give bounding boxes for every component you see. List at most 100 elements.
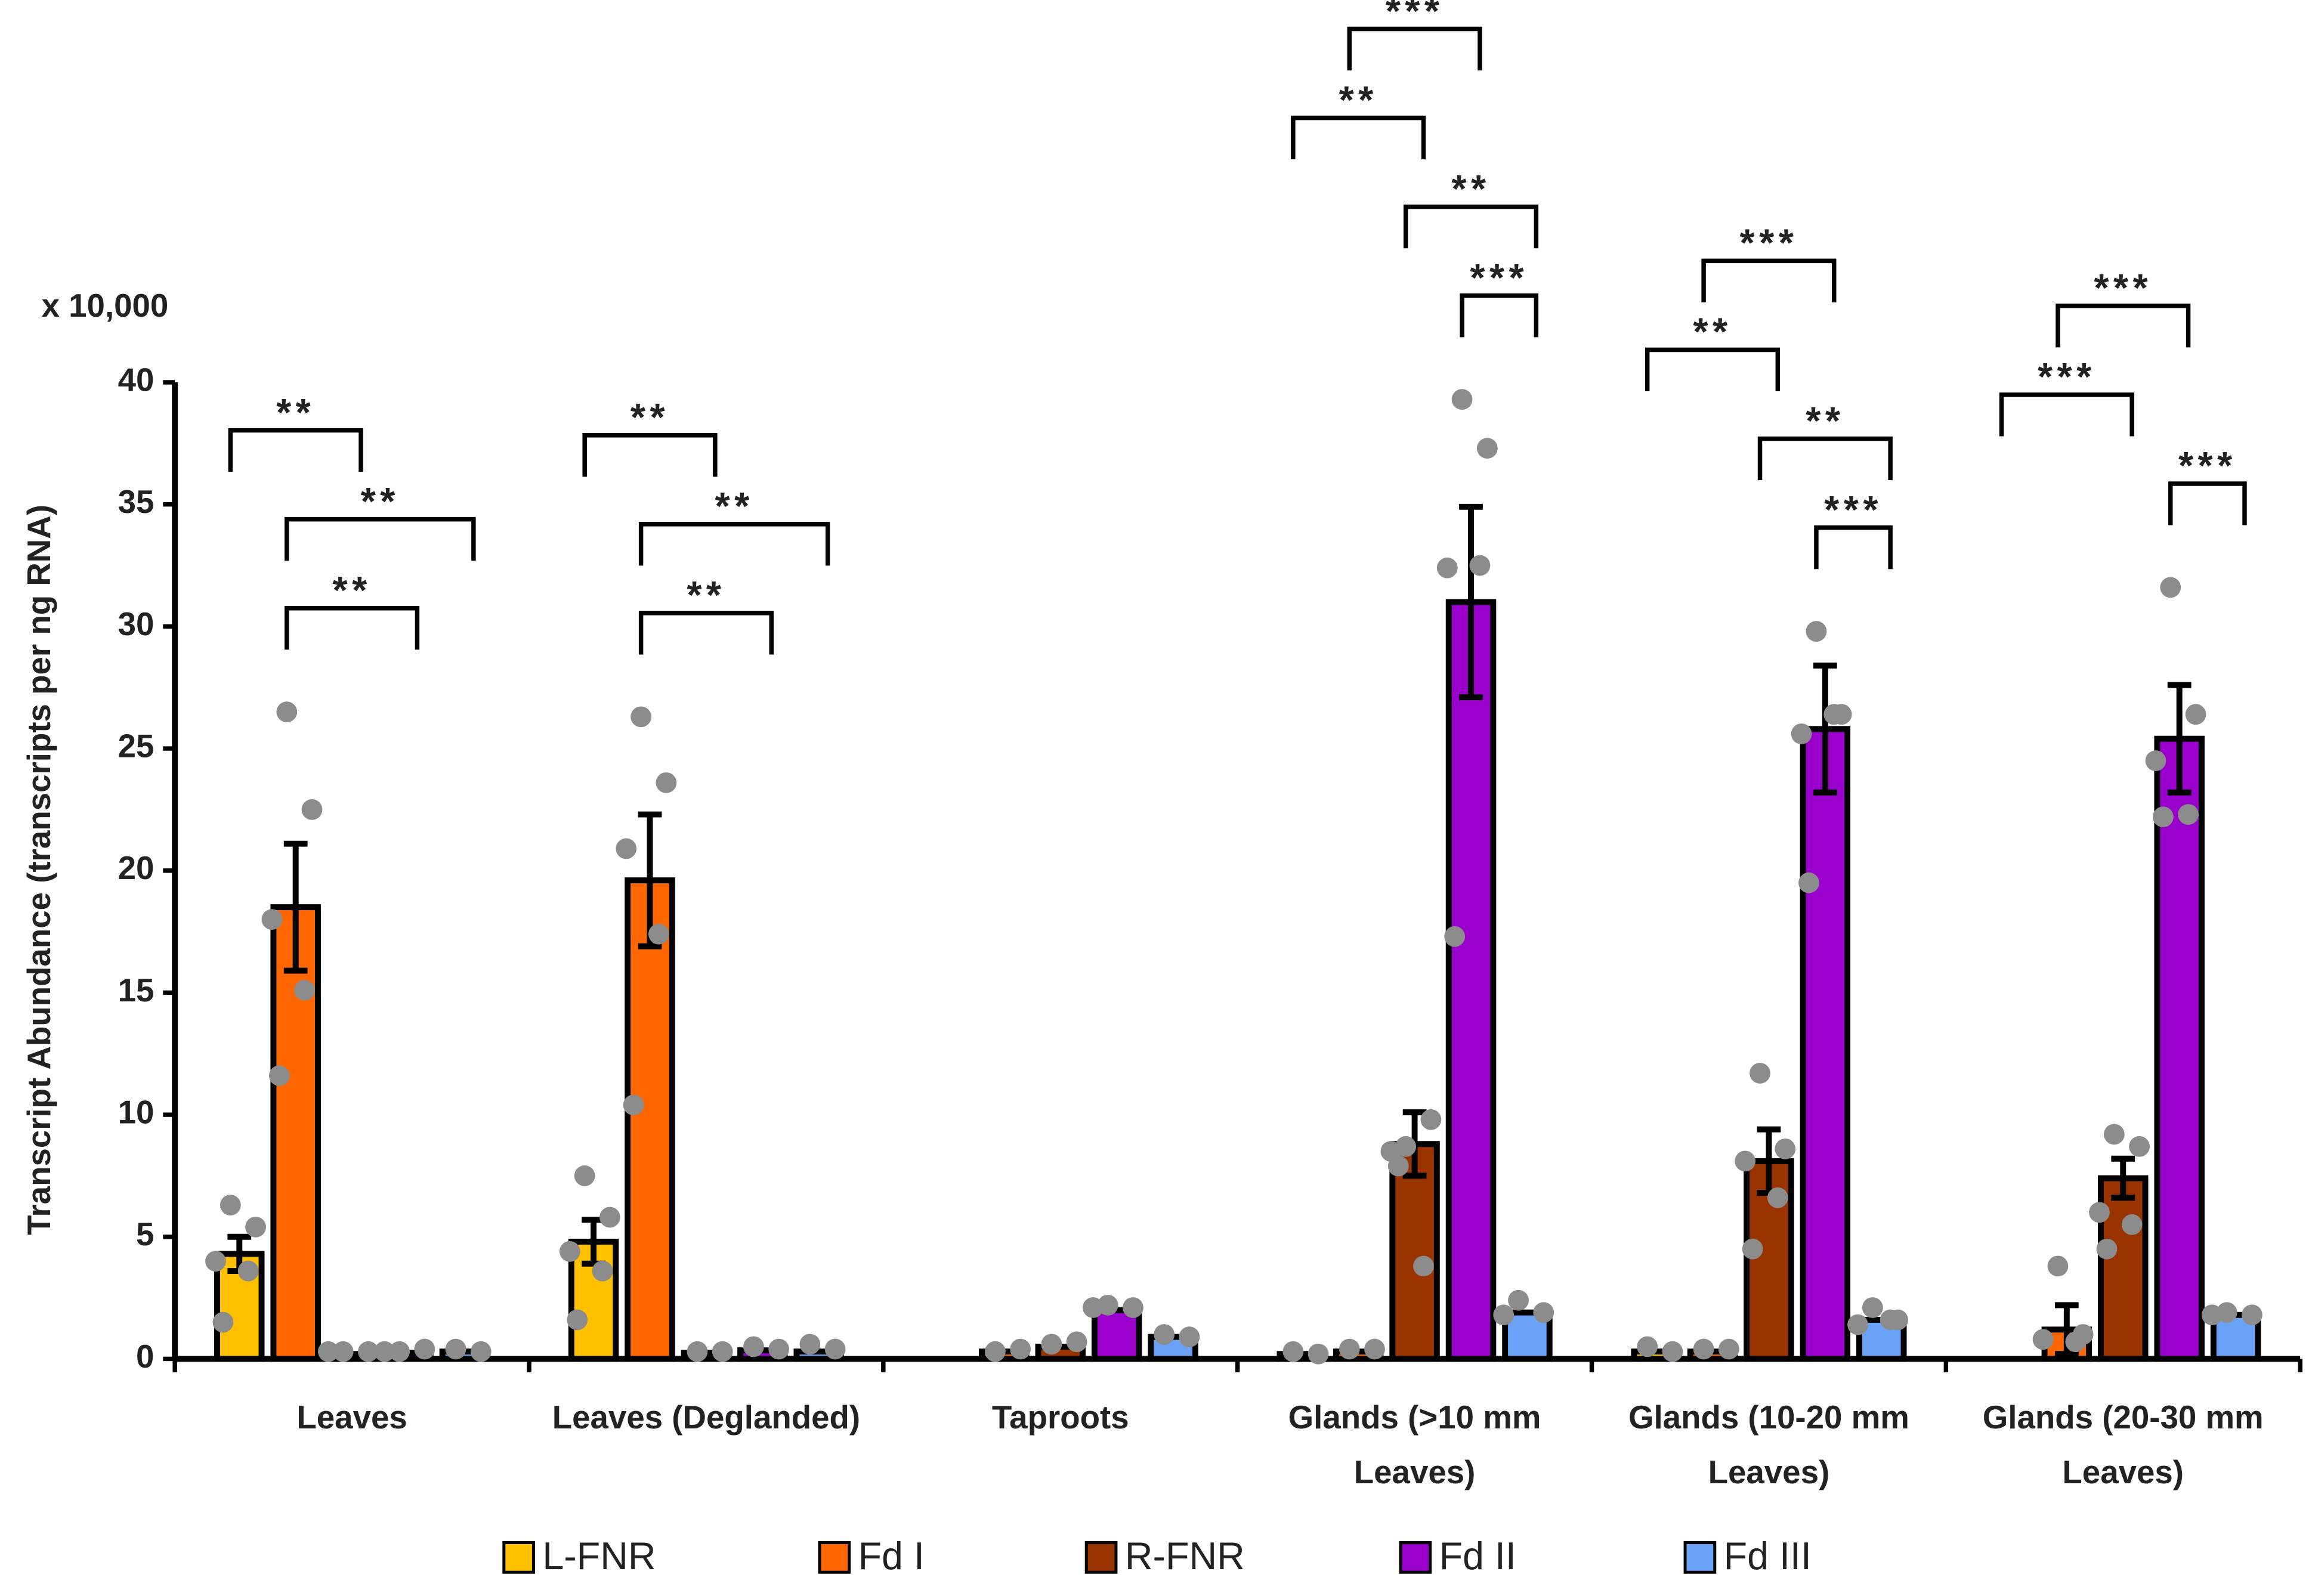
data-point bbox=[1798, 872, 1819, 893]
data-point bbox=[574, 1165, 595, 1186]
data-point bbox=[1041, 1334, 1062, 1355]
error-bar bbox=[638, 811, 662, 949]
data-point bbox=[2121, 1214, 2143, 1235]
x-tick-label: Leaves bbox=[296, 1399, 407, 1436]
y-tick-label: 15 bbox=[118, 972, 154, 1009]
significance-label: ** bbox=[1451, 168, 1490, 211]
data-point bbox=[616, 838, 637, 859]
bar bbox=[2098, 1175, 2149, 1362]
significance-bracket bbox=[1403, 204, 1539, 249]
data-point bbox=[414, 1338, 435, 1360]
y-axis-label: Transcript Abundance (transcripts per ng… bbox=[21, 505, 57, 1235]
error-bar bbox=[1813, 662, 1837, 796]
data-point bbox=[261, 909, 283, 930]
data-point bbox=[1662, 1341, 1683, 1362]
y-tick-label: 30 bbox=[118, 606, 154, 642]
data-point bbox=[559, 1241, 580, 1262]
data-point bbox=[2201, 1304, 2223, 1326]
error-bar bbox=[1459, 503, 1483, 701]
significance-bracket bbox=[1645, 347, 1781, 392]
significance-label: *** bbox=[1740, 222, 1798, 265]
data-point bbox=[1444, 926, 1466, 947]
data-point bbox=[374, 1341, 395, 1362]
significance-label: *** bbox=[1824, 488, 1883, 531]
significance-label: ** bbox=[333, 569, 372, 612]
significance-bracket bbox=[1757, 436, 1893, 481]
data-point bbox=[2065, 1331, 2087, 1353]
x-tick-label: Taproots bbox=[991, 1399, 1129, 1436]
bar bbox=[2154, 735, 2205, 1362]
data-point bbox=[1735, 1150, 1756, 1172]
data-point bbox=[2242, 1304, 2263, 1326]
significance-label: *** bbox=[1470, 256, 1528, 299]
significance-bracket bbox=[582, 433, 718, 477]
data-point bbox=[237, 1260, 259, 1282]
x-tick-label: Leaves (Deglanded) bbox=[552, 1399, 861, 1436]
data-point bbox=[445, 1338, 466, 1360]
data-point bbox=[2160, 577, 2181, 598]
data-point bbox=[768, 1338, 790, 1360]
data-point bbox=[2096, 1238, 2118, 1260]
significance-bracket bbox=[1347, 26, 1482, 71]
legend-swatch bbox=[1084, 1541, 1118, 1574]
legend-label: R-FNR bbox=[1125, 1535, 1245, 1578]
error-bar bbox=[2167, 682, 2192, 796]
data-point bbox=[1533, 1302, 1554, 1323]
y-tick-label: 35 bbox=[118, 484, 154, 520]
y-tick-label: 0 bbox=[136, 1338, 154, 1375]
data-point bbox=[205, 1251, 226, 1272]
data-point bbox=[1387, 1155, 1409, 1177]
data-point bbox=[1066, 1331, 1087, 1353]
legend-swatch bbox=[502, 1541, 535, 1574]
significance-bracket bbox=[285, 516, 476, 561]
data-point bbox=[630, 706, 651, 728]
error-bar bbox=[283, 840, 308, 974]
data-point bbox=[1823, 704, 1845, 725]
legend-swatch bbox=[818, 1541, 851, 1574]
data-point bbox=[294, 979, 315, 1001]
data-point bbox=[389, 1341, 410, 1362]
significance-bracket bbox=[2056, 304, 2191, 348]
data-point bbox=[1083, 1297, 1104, 1318]
data-point bbox=[1420, 1109, 1442, 1130]
data-point bbox=[2089, 1202, 2110, 1223]
data-point bbox=[799, 1334, 821, 1355]
y-multiplier: x 10,000 bbox=[42, 287, 169, 324]
data-point bbox=[1806, 621, 1827, 642]
y-tick-label: 5 bbox=[136, 1216, 154, 1252]
y-tick-label: 40 bbox=[118, 361, 154, 398]
significance-label: *** bbox=[2038, 355, 2096, 398]
data-point bbox=[1508, 1289, 1529, 1311]
data-point bbox=[2103, 1124, 2125, 1145]
legend-swatch bbox=[1683, 1541, 1717, 1574]
significance-bracket bbox=[1814, 525, 1893, 570]
data-point bbox=[712, 1341, 733, 1362]
data-point bbox=[2129, 1136, 2150, 1157]
data-point bbox=[1637, 1336, 1658, 1357]
significance-bracket bbox=[1999, 392, 2134, 437]
significance-bracket bbox=[1291, 115, 1426, 160]
data-point bbox=[358, 1341, 379, 1362]
data-point bbox=[567, 1309, 588, 1331]
data-point bbox=[1693, 1338, 1714, 1360]
data-point bbox=[985, 1341, 1006, 1362]
legend-label: L-FNR bbox=[542, 1535, 656, 1578]
data-point bbox=[1179, 1326, 1200, 1347]
data-point bbox=[332, 1341, 354, 1362]
data-point bbox=[1862, 1297, 1883, 1318]
significance-label: ** bbox=[1806, 400, 1844, 443]
x-tick-label: Glands (20-30 mm Leaves) bbox=[1982, 1399, 2264, 1491]
y-tick-label: 25 bbox=[118, 728, 154, 764]
data-point bbox=[245, 1216, 266, 1238]
x-tick-label: Glands (>10 mm Leaves) bbox=[1288, 1399, 1541, 1491]
legend-swatch bbox=[1399, 1541, 1432, 1574]
significance-label: ** bbox=[715, 485, 754, 528]
data-point bbox=[220, 1195, 241, 1215]
significance-bracket bbox=[285, 606, 420, 650]
data-point bbox=[2047, 1255, 2069, 1277]
significance-label: ** bbox=[1693, 311, 1732, 354]
data-point bbox=[824, 1338, 846, 1360]
bar bbox=[1445, 599, 1497, 1362]
significance-label: *** bbox=[1386, 0, 1444, 33]
